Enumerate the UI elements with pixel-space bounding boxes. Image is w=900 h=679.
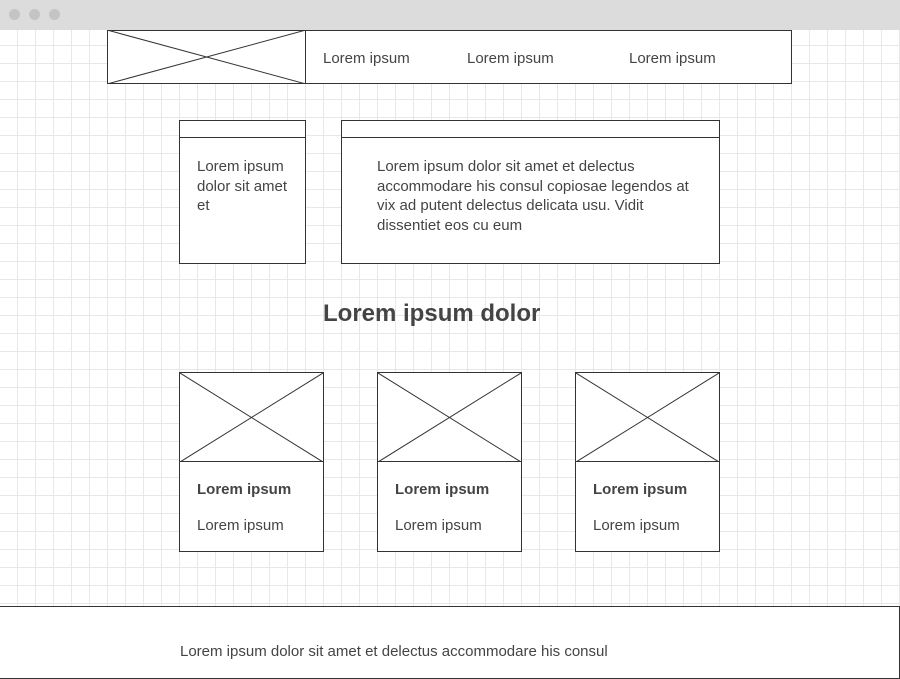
side-panel-header [180, 121, 305, 138]
card-2-title: Lorem ipsum [395, 481, 490, 498]
nav-link-1[interactable]: Lorem ipsum [323, 50, 410, 67]
footer-text: Lorem ipsum dolor sit amet et delectus a… [180, 643, 608, 660]
image-placeholder-icon [378, 373, 521, 462]
content-panel-text: Lorem ipsum dolor sit amet et delectus a… [377, 158, 689, 234]
card-3-subtitle: Lorem ipsum [593, 517, 680, 534]
image-placeholder-icon [107, 30, 306, 84]
nav-link-3[interactable]: Lorem ipsum [629, 50, 716, 67]
window-maximize-dot[interactable] [49, 9, 60, 20]
header-bar: Lorem ipsum Lorem ipsum Lorem ipsum [107, 30, 792, 84]
side-panel: Lorem ipsum dolor sit amet et [179, 120, 306, 264]
card-3-title: Lorem ipsum [593, 481, 688, 498]
card-1[interactable]: Lorem ipsum Lorem ipsum [179, 372, 324, 552]
content-panel: Lorem ipsum dolor sit amet et delectus a… [341, 120, 720, 264]
card-1-title: Lorem ipsum [197, 481, 292, 498]
content-panel-header [342, 121, 719, 138]
image-placeholder-icon [576, 373, 719, 462]
image-placeholder-icon [180, 373, 323, 462]
card-2[interactable]: Lorem ipsum Lorem ipsum [377, 372, 522, 552]
card-1-image-placeholder [180, 373, 323, 462]
footer: Lorem ipsum dolor sit amet et delectus a… [0, 606, 900, 679]
window-minimize-dot[interactable] [29, 9, 40, 20]
card-2-subtitle: Lorem ipsum [395, 517, 482, 534]
window-titlebar [0, 0, 900, 30]
window-close-dot[interactable] [9, 9, 20, 20]
card-1-subtitle: Lorem ipsum [197, 517, 284, 534]
card-3-image-placeholder [576, 373, 719, 462]
side-panel-text: Lorem ipsum dolor sit amet et [197, 158, 288, 214]
logo-image-placeholder [107, 30, 306, 84]
card-2-image-placeholder [378, 373, 521, 462]
nav-link-2[interactable]: Lorem ipsum [467, 50, 554, 67]
card-3[interactable]: Lorem ipsum Lorem ipsum [575, 372, 720, 552]
section-heading: Lorem ipsum dolor [323, 300, 541, 327]
